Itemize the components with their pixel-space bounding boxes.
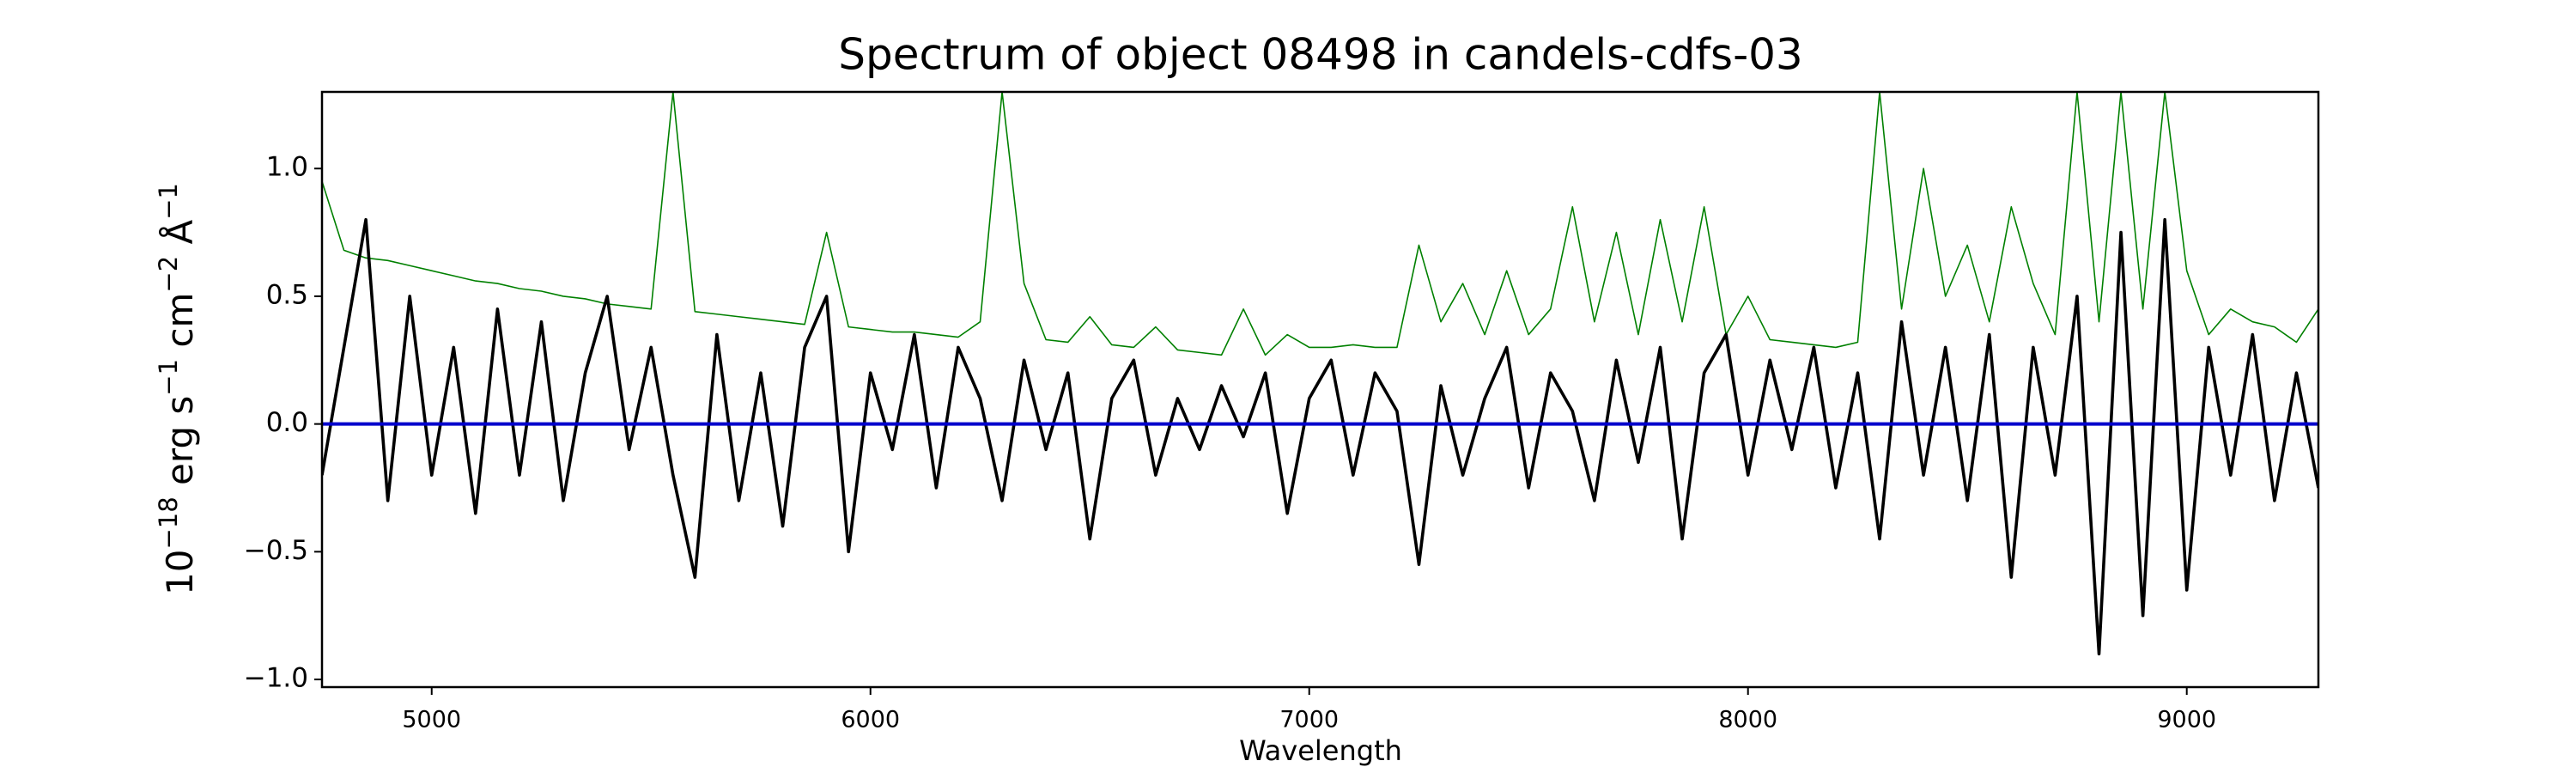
y-tick-label: −0.5 [244, 535, 308, 566]
y-axis-label: 10−18 erg s−1 cm−2 Å−1 [154, 183, 201, 595]
x-tick-label: 8000 [1718, 707, 1777, 733]
y-label-text: erg s [159, 396, 201, 497]
y-label-exponent: −1 [154, 359, 183, 396]
plot-area [322, 92, 2318, 656]
y-tick-label: 1.0 [266, 152, 308, 183]
y-tick-label: −1.0 [244, 663, 308, 694]
chart-title: Spectrum of object 08498 in candels-cdfs… [838, 30, 1803, 80]
spectrum-line [322, 92, 2318, 356]
x-tick-label: 7000 [1279, 707, 1339, 733]
spectrum-line [322, 217, 2318, 656]
y-label-text: Å [158, 220, 201, 256]
y-label-text: 10 [159, 550, 201, 595]
x-tick-label: 6000 [841, 707, 900, 733]
y-label-exponent: −2 [154, 256, 183, 293]
y-tick-label: 0.0 [266, 407, 308, 438]
y-label-exponent: −1 [154, 183, 183, 220]
x-tick-label: 5000 [402, 707, 461, 733]
x-tick-label: 9000 [2157, 707, 2216, 733]
axes-frame [320, 90, 2320, 689]
y-tick-label: 0.5 [266, 279, 308, 310]
x-axis-label: Wavelength [1239, 734, 1402, 767]
y-label-text: cm [159, 293, 201, 359]
y-label-exponent: −18 [154, 496, 183, 549]
